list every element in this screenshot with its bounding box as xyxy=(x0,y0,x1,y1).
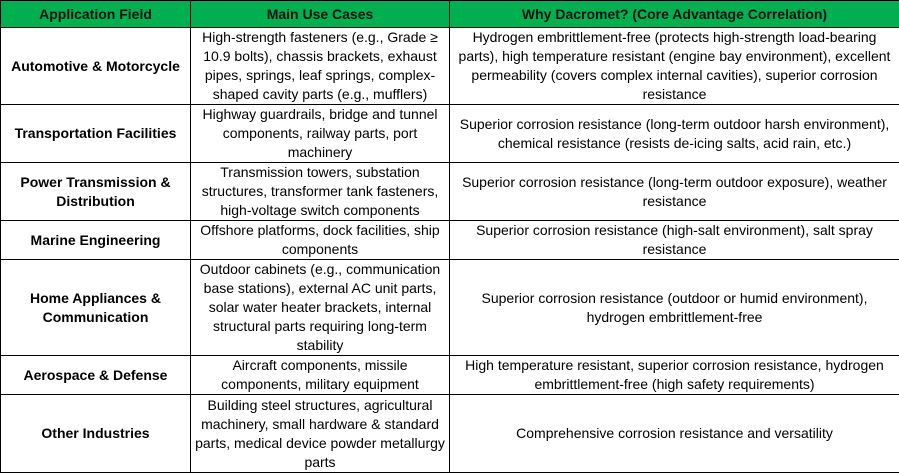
advantage-cell: Hydrogen embrittlement-free (protects hi… xyxy=(450,28,899,105)
use-case-cell: Building steel structures, agricultural … xyxy=(191,395,450,473)
advantage-cell: Comprehensive corrosion resistance and v… xyxy=(450,395,899,473)
use-case-cell: Transmission towers, substation structur… xyxy=(191,163,450,221)
field-cell: Home Appliances & Communication xyxy=(1,260,191,356)
use-case-cell: Offshore platforms, dock facilities, shi… xyxy=(191,221,450,260)
advantage-cell: Superior corrosion resistance (long-term… xyxy=(450,105,899,163)
use-case-cell: Outdoor cabinets (e.g., communication ba… xyxy=(191,260,450,356)
advantage-cell: Superior corrosion resistance (high-salt… xyxy=(450,221,899,260)
field-cell: Other Industries xyxy=(1,395,191,473)
field-cell: Marine Engineering xyxy=(1,221,191,260)
use-case-cell: High-strength fasteners (e.g., Grade ≥ 1… xyxy=(191,28,450,105)
field-cell: Power Transmission & Distribution xyxy=(1,163,191,221)
use-case-cell: Aircraft components, missile components,… xyxy=(191,356,450,395)
advantage-cell: Superior corrosion resistance (long-term… xyxy=(450,163,899,221)
field-cell: Automotive & Motorcycle xyxy=(1,28,191,105)
field-cell: Transportation Facilities xyxy=(1,105,191,163)
field-cell: Aerospace & Defense xyxy=(1,356,191,395)
header-cell: Main Use Cases xyxy=(191,1,450,28)
use-case-cell: Highway guardrails, bridge and tunnel co… xyxy=(191,105,450,163)
header-cell: Application Field xyxy=(1,1,191,28)
advantage-cell: High temperature resistant, superior cor… xyxy=(450,356,899,395)
header-cell: Why Dacromet? (Core Advantage Correlatio… xyxy=(450,1,899,28)
advantage-cell: Superior corrosion resistance (outdoor o… xyxy=(450,260,899,356)
